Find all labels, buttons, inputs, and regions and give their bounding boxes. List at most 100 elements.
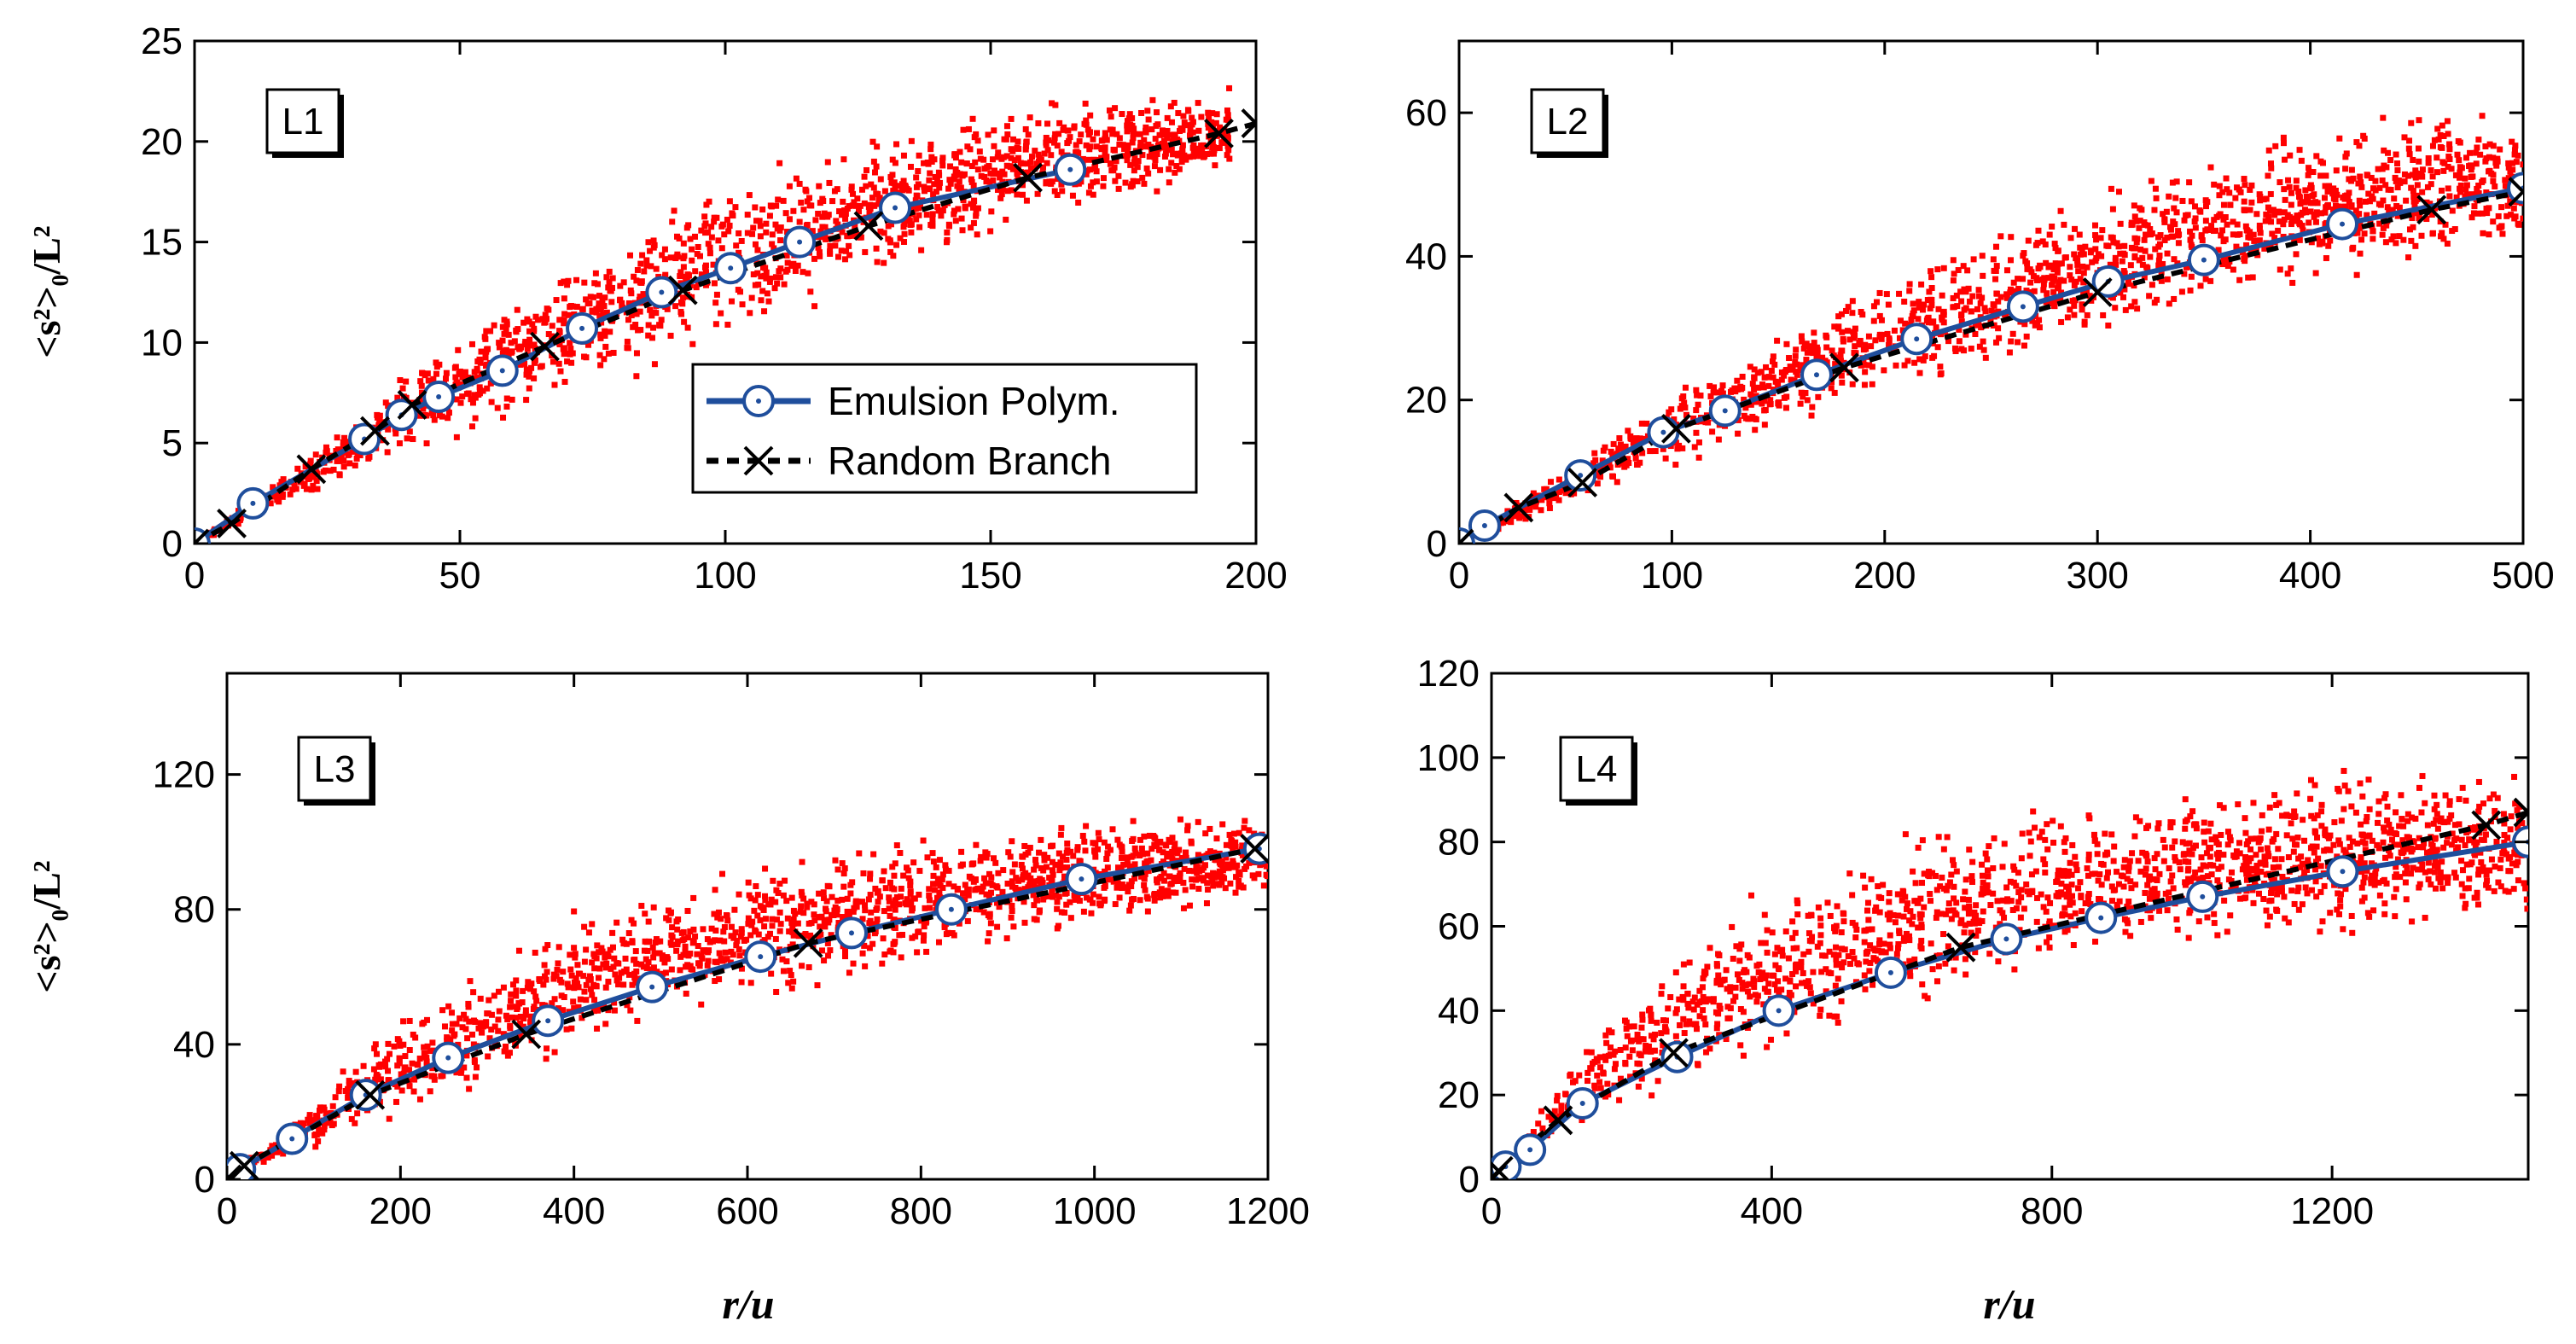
scatter-point [1043, 180, 1050, 187]
scatter-point [952, 154, 959, 161]
scatter-point [2067, 264, 2073, 271]
scatter-point [752, 204, 759, 211]
scatter-point [1039, 164, 1046, 171]
scatter-point [1112, 901, 1119, 908]
scatter-point [1088, 910, 1095, 916]
scatter-point [274, 1149, 281, 1155]
scatter-point [784, 915, 791, 922]
scatter-point [513, 987, 520, 994]
scatter-point [2110, 239, 2117, 246]
scatter-point [314, 486, 321, 492]
scatter-point [1027, 165, 1034, 172]
scatter-point [996, 904, 1003, 911]
scatter-point [711, 218, 718, 225]
scatter-point [831, 188, 838, 195]
scatter-point [935, 939, 942, 945]
scatter-point [1055, 922, 1061, 929]
scatter-point [2288, 265, 2294, 272]
scatter-point [302, 463, 309, 470]
scatter-point [689, 340, 696, 347]
emulsion-point-dot [797, 239, 803, 245]
scatter-point [983, 854, 990, 861]
scatter-point [463, 1074, 470, 1081]
scatter-point [951, 207, 958, 214]
scatter-point [1061, 873, 1067, 880]
scatter-point [1015, 138, 1021, 145]
scatter-point [1671, 416, 1678, 422]
scatter-point [2350, 244, 2357, 251]
scatter-point [2456, 157, 2463, 164]
scatter-point [1755, 384, 1762, 391]
scatter-point [1955, 267, 1962, 274]
scatter-point [605, 284, 612, 291]
scatter-point [2061, 254, 2068, 261]
scatter-point [2486, 231, 2492, 238]
x-tick-label: 0 [1449, 555, 1469, 596]
scatter-point [1083, 823, 1090, 829]
scatter-point [649, 944, 656, 951]
scatter-point [2439, 159, 2446, 166]
scatter-point [2394, 167, 2401, 174]
scatter-point [891, 940, 898, 947]
scatter-point [2423, 216, 2430, 223]
scatter-point [1131, 895, 1137, 902]
scatter-point [564, 282, 571, 288]
scatter-point [2332, 187, 2339, 194]
scatter-point [757, 233, 764, 240]
scatter-point [744, 230, 751, 236]
scatter-point [882, 885, 889, 892]
scatter-point [658, 317, 665, 323]
scatter-point [319, 1130, 326, 1137]
scatter-point [1043, 864, 1050, 870]
scatter-point [2187, 236, 2194, 243]
scatter-point [2003, 313, 2009, 320]
scatter-point [2067, 272, 2073, 279]
scatter-point [2364, 212, 2370, 218]
scatter-point [1591, 450, 1598, 457]
scatter-point [703, 201, 710, 208]
scatter-point [596, 975, 602, 981]
scatter-point [628, 916, 635, 923]
scatter-point [1188, 838, 1195, 845]
scatter-point [2112, 258, 2119, 265]
scatter-point [1960, 263, 1967, 270]
scatter-point [881, 230, 887, 236]
scatter-point [714, 914, 721, 921]
scatter-point [1116, 894, 1123, 901]
scatter-point [2071, 251, 2078, 258]
scatter-point [908, 163, 915, 170]
scatter-point [428, 1073, 435, 1079]
scatter-point [939, 876, 945, 883]
scatter-point [616, 975, 623, 981]
scatter-point [929, 211, 936, 218]
scatter-point [769, 231, 776, 238]
scatter-point [2289, 279, 2296, 286]
scatter-point [2424, 183, 2431, 190]
scatter-point [1065, 127, 1072, 134]
scatter-point [1064, 840, 1071, 847]
scatter-point [1083, 171, 1090, 177]
scatter-point [815, 210, 822, 217]
scatter-point [2268, 218, 2275, 225]
scatter-point [2490, 172, 2497, 178]
scatter-point [1223, 134, 1230, 141]
random-point [1204, 118, 1234, 148]
scatter-point [701, 223, 708, 230]
scatter-point [384, 1056, 391, 1062]
scatter-point [2419, 189, 2426, 195]
scatter-point [608, 284, 615, 291]
scatter-point [2045, 275, 2052, 282]
scatter-point [1048, 152, 1055, 159]
scatter-point [915, 928, 922, 935]
scatter-point [1091, 848, 1098, 855]
scatter-point [2084, 264, 2090, 271]
scatter-point [2006, 349, 2013, 356]
scatter-point [2380, 114, 2387, 121]
scatter-point [641, 268, 648, 275]
scatter-point [1995, 298, 2002, 305]
scatter-point [1672, 462, 1679, 468]
scatter-point [645, 322, 652, 329]
scatter-point [2406, 151, 2413, 158]
scatter-point [887, 237, 893, 244]
scatter-point [695, 943, 701, 950]
